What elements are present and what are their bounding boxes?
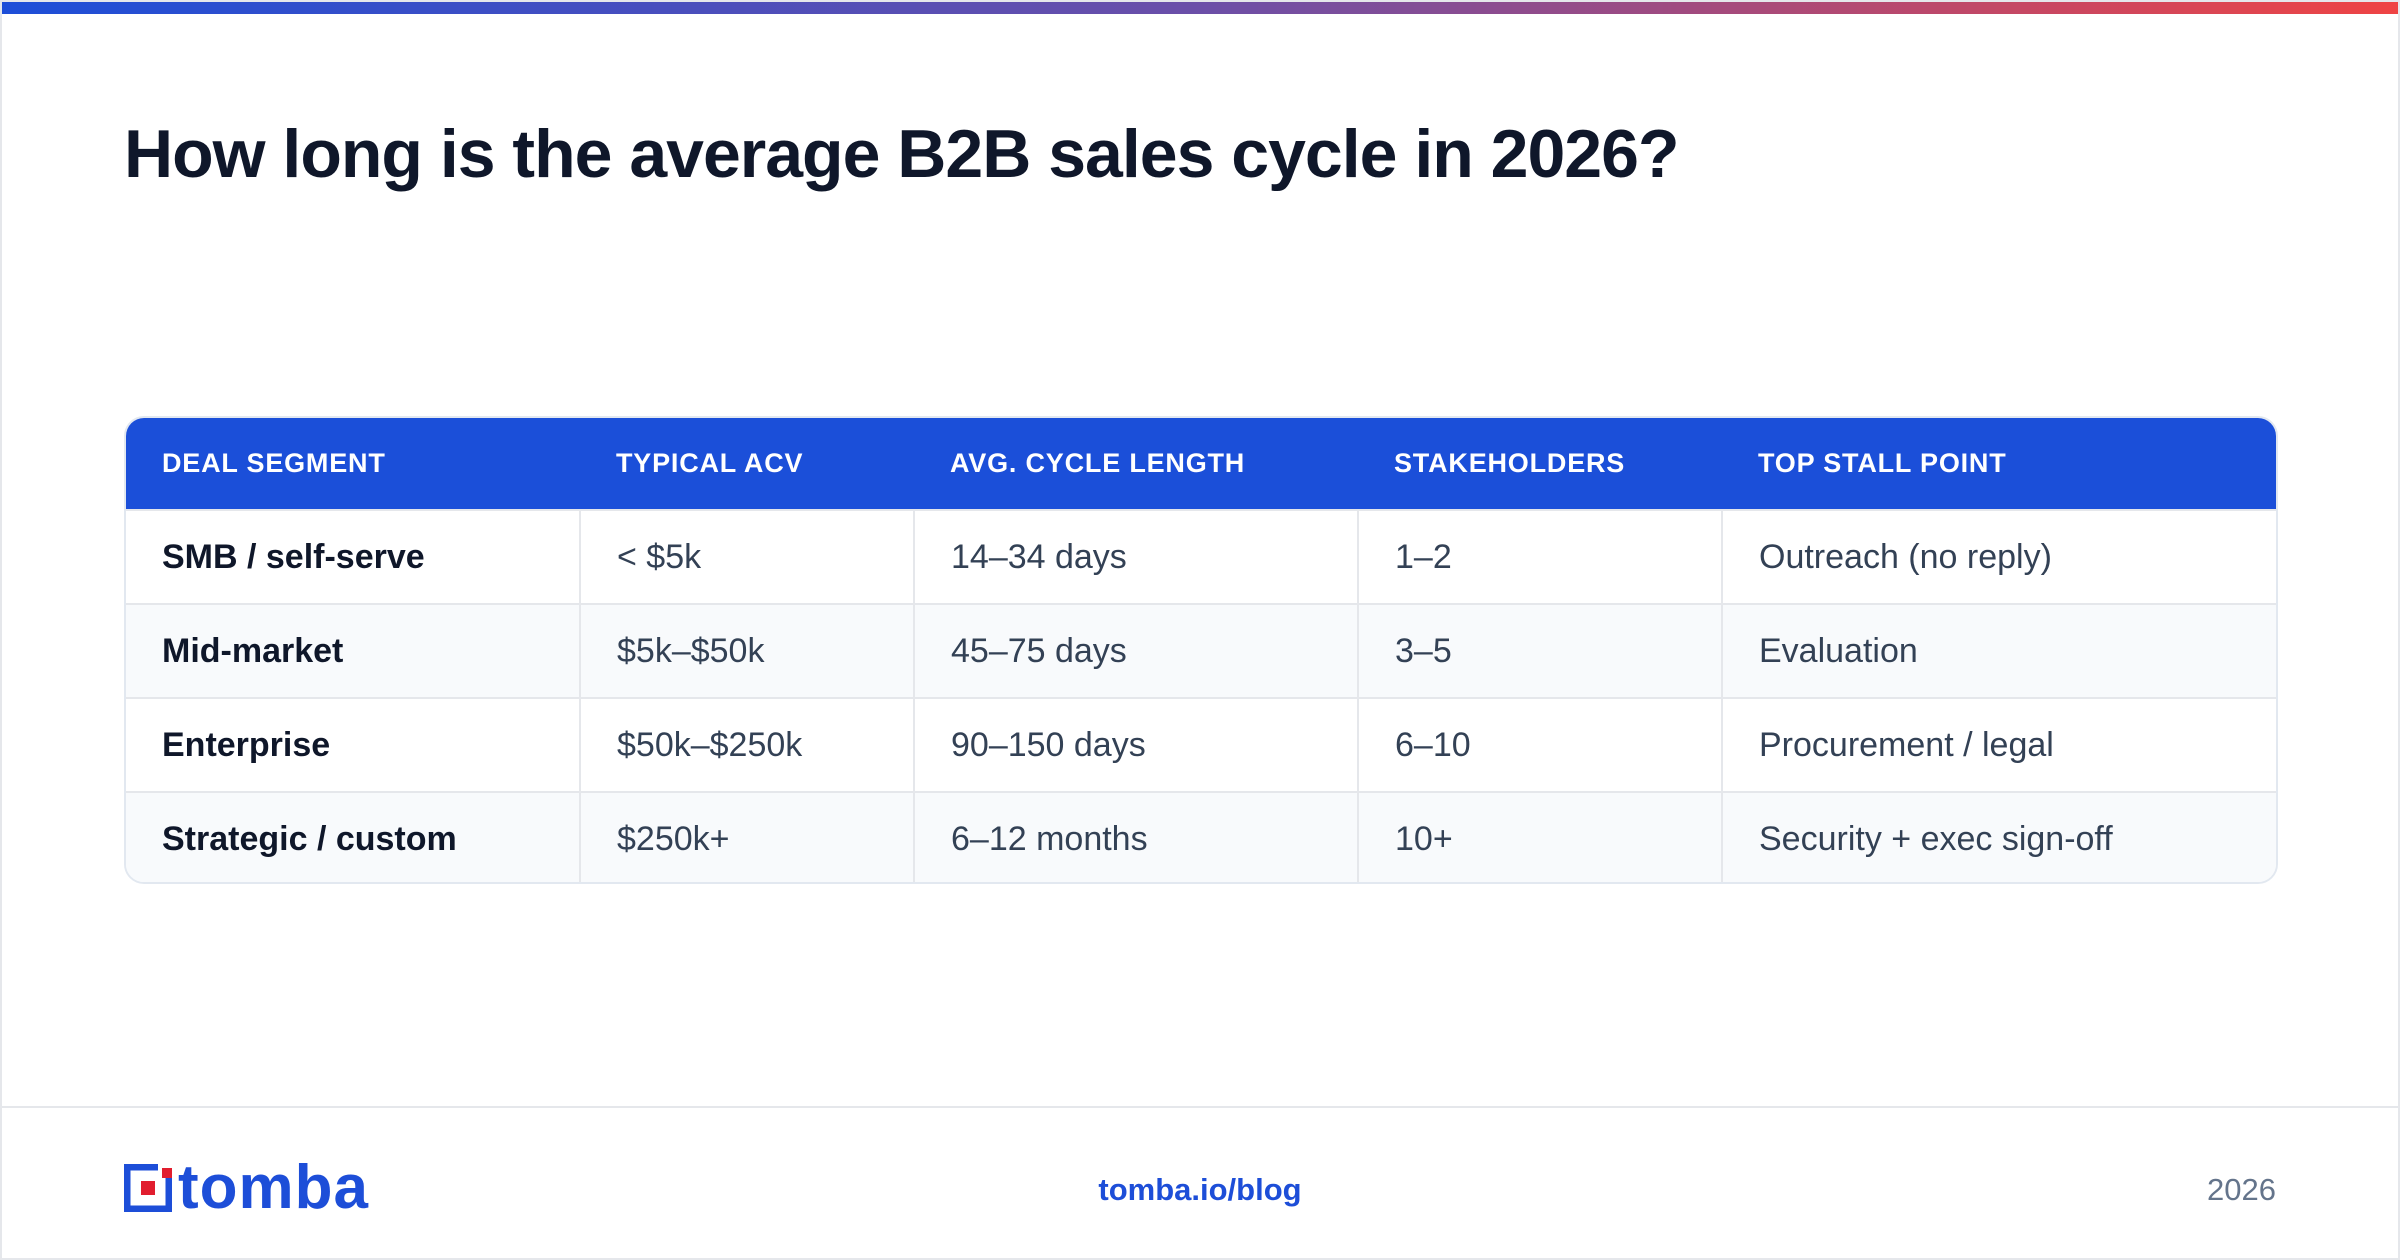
cell-typical-acv: $50k–$250k	[579, 698, 914, 792]
cell-deal-segment: Enterprise	[162, 725, 331, 764]
cell-top-stall-point: Outreach (no reply)	[1721, 510, 2276, 604]
footer: tomba tomba.io/blog 2026	[2, 1106, 2398, 1260]
cell-avg-cycle-length: 14–34 days	[913, 510, 1358, 604]
tomba-logo-icon	[124, 1164, 172, 1212]
blog-link[interactable]: tomba.io/blog	[1098, 1172, 1302, 1207]
data-table: DEAL SEGMENT TYPICAL ACV AVG. CYCLE LENG…	[126, 418, 2276, 882]
header-stakeholders: STAKEHOLDERS	[1394, 448, 1626, 478]
cell-typical-acv: < $5k	[579, 510, 914, 604]
page-title: How long is the average B2B sales cycle …	[124, 116, 1679, 192]
cell-deal-segment: Strategic / custom	[162, 820, 457, 858]
cell-top-stall-point: Evaluation	[1721, 604, 2276, 698]
footer-year: 2026	[2207, 1172, 2276, 1207]
cell-top-stall-point: Procurement / legal	[1721, 698, 2276, 792]
cell-deal-segment: SMB / self-serve	[162, 537, 425, 576]
cell-typical-acv: $5k–$50k	[579, 604, 914, 698]
cell-stakeholders: 1–2	[1357, 510, 1722, 604]
cell-stakeholders: 3–5	[1357, 604, 1722, 698]
cell-avg-cycle-length: 6–12 months	[913, 792, 1358, 882]
gradient-top-bar	[2, 2, 2398, 14]
table-header-row: DEAL SEGMENT TYPICAL ACV AVG. CYCLE LENG…	[126, 418, 2276, 510]
cell-typical-acv: $250k+	[579, 792, 914, 882]
cell-deal-segment: Mid-market	[162, 631, 344, 670]
header-avg-cycle-length: AVG. CYCLE LENGTH	[950, 448, 1246, 478]
table-row: SMB / self-serve < $5k 14–34 days 1–2 Ou…	[126, 510, 2276, 604]
cell-top-stall-point: Security + exec sign-off	[1721, 792, 2276, 882]
logo-wordmark: tomba	[178, 1153, 369, 1222]
table-row: Mid-market $5k–$50k 45–75 days 3–5 Evalu…	[126, 604, 2276, 698]
header-top-stall-point: TOP STALL POINT	[1758, 448, 2007, 478]
sales-cycle-table: DEAL SEGMENT TYPICAL ACV AVG. CYCLE LENG…	[124, 416, 2278, 884]
tomba-logo[interactable]: tomba	[124, 1153, 369, 1222]
header-deal-segment: DEAL SEGMENT	[162, 448, 386, 478]
header-typical-acv: TYPICAL ACV	[616, 448, 804, 478]
cell-avg-cycle-length: 45–75 days	[913, 604, 1358, 698]
cell-stakeholders: 6–10	[1357, 698, 1722, 792]
footer-url-container: tomba.io/blog	[2, 1170, 2398, 1210]
table-row: Strategic / custom $250k+ 6–12 months 10…	[126, 792, 2276, 882]
table-row: Enterprise $50k–$250k 90–150 days 6–10 P…	[126, 698, 2276, 792]
cell-stakeholders: 10+	[1357, 792, 1722, 882]
cell-avg-cycle-length: 90–150 days	[913, 698, 1358, 792]
